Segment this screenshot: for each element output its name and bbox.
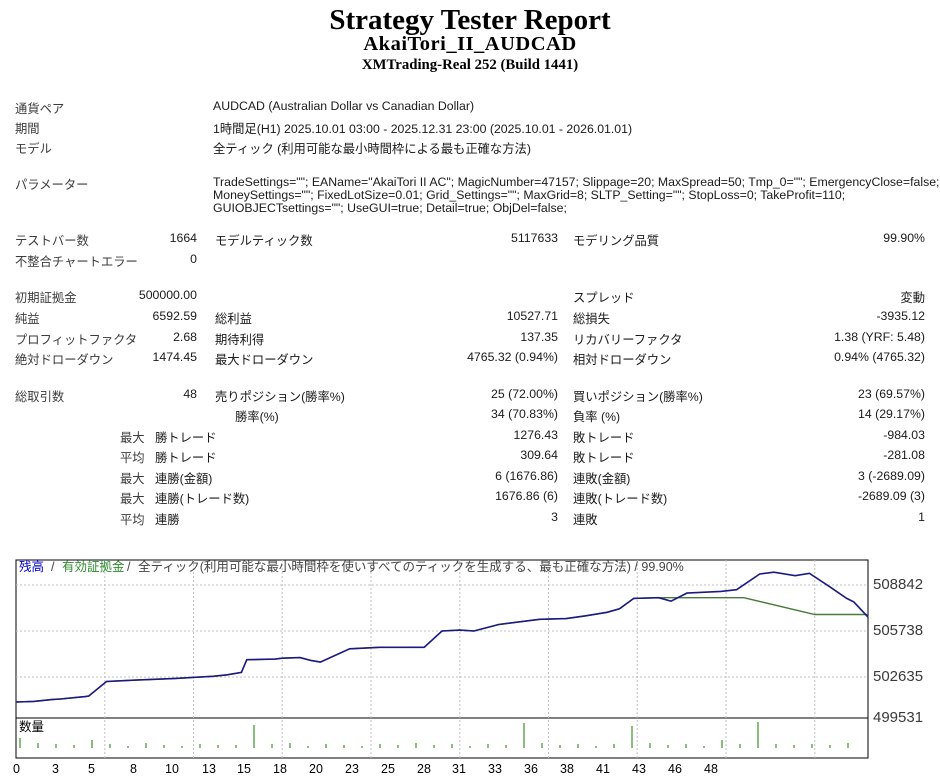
svg-text:13: 13 [202,762,216,776]
svg-text:8: 8 [130,762,137,776]
svg-text:499531: 499531 [873,709,923,726]
svg-text:残高: 残高 [19,559,44,574]
svg-text:18: 18 [273,762,287,776]
svg-text:20: 20 [309,762,323,776]
svg-text:36: 36 [524,762,538,776]
svg-text:41: 41 [596,762,610,776]
svg-text:25: 25 [381,762,395,776]
svg-text:46: 46 [668,762,682,776]
svg-text:数量: 数量 [19,719,44,734]
svg-text:48: 48 [704,762,718,776]
svg-text:10: 10 [165,762,179,776]
svg-text:全ティック(利用可能な最小時間枠を使いすべてのティックを生成: 全ティック(利用可能な最小時間枠を使いすべてのティックを生成する、最も正確な方法… [138,559,684,574]
svg-text:502635: 502635 [873,668,923,685]
svg-text:/: / [127,560,131,574]
svg-text:有効証拠金: 有効証拠金 [62,559,125,574]
svg-text:43: 43 [632,762,646,776]
svg-text:3: 3 [52,762,59,776]
svg-text:33: 33 [488,762,502,776]
svg-text:23: 23 [345,762,359,776]
svg-text:5: 5 [88,762,95,776]
svg-text:505738: 505738 [873,622,923,639]
svg-text:/: / [51,560,55,574]
svg-text:0: 0 [13,762,20,776]
svg-text:508842: 508842 [873,576,923,593]
svg-text:15: 15 [237,762,251,776]
svg-text:31: 31 [452,762,466,776]
svg-text:38: 38 [560,762,574,776]
svg-text:28: 28 [417,762,431,776]
